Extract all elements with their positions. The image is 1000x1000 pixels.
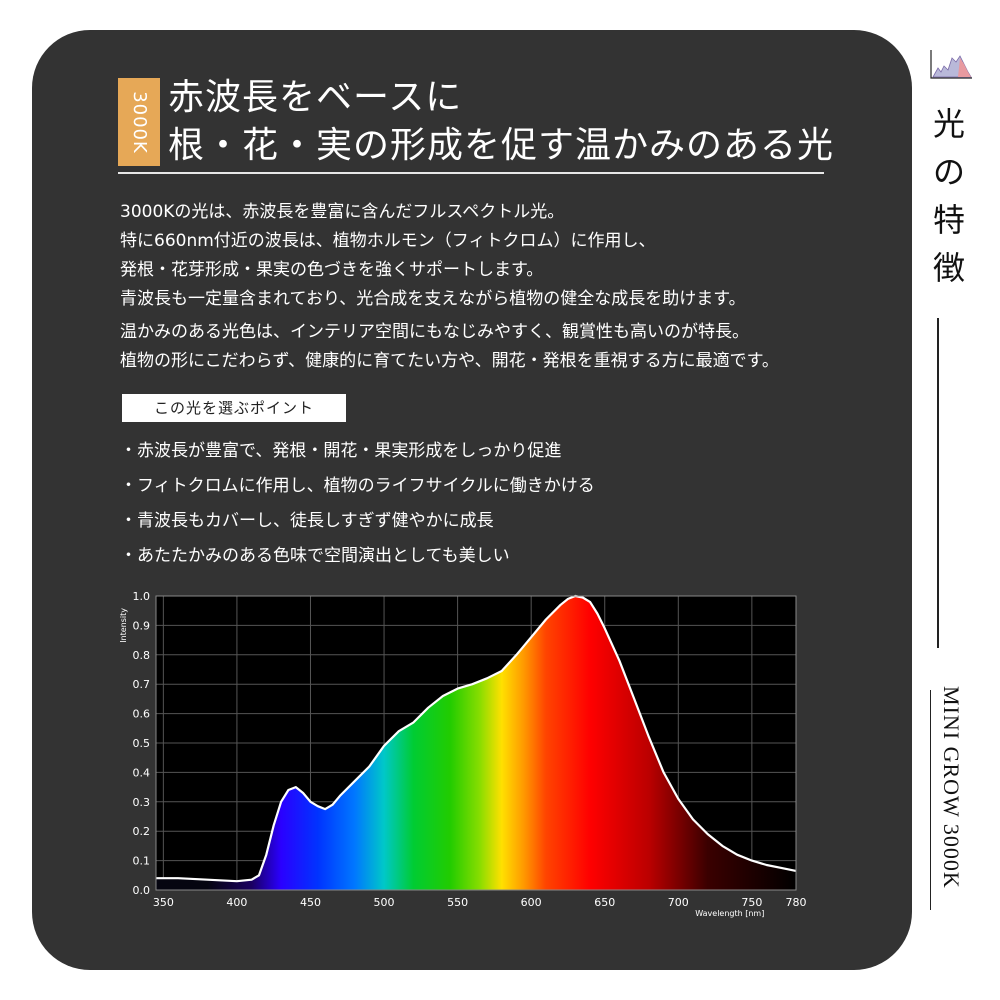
description-line: 特に660nm付近の波長は、植物ホルモン（フィトクロム）に作用し、: [120, 231, 656, 251]
description-line: 植物の形にこだわらず、健康的に育てたい方や、開花・発根を重視する方に最適です。: [120, 351, 779, 371]
points-label: この光を選ぶポイント: [122, 394, 346, 422]
x-tick-label: 600: [521, 896, 542, 909]
y-tick-label: 1.0: [133, 590, 151, 603]
y-tick-label: 0.7: [133, 678, 151, 691]
description-line: 温かみのある光色は、インテリア空間にもなじみやすく、観賞性も高いのが特長。: [120, 322, 749, 342]
side-title-char: の: [932, 153, 965, 191]
x-tick-label: 750: [741, 896, 762, 909]
y-tick-label: 0.6: [133, 708, 151, 721]
y-tick-label: 0.3: [133, 796, 151, 809]
spectrum-line: [156, 594, 797, 883]
headline-line-1: 赤波長をベースに: [168, 77, 463, 118]
point-item: ・赤波長が豊富で、発根・開花・果実形成をしっかり促進: [120, 441, 562, 461]
x-tick-label: 450: [300, 896, 321, 909]
description-paragraph-1: 3000Kの光は、赤波長を豊富に含んだフルスペクトル光。 特に660nm付近の波…: [120, 198, 746, 314]
headline-divider: [118, 172, 824, 174]
point-item: ・あたたかみのある色味で空間演出としても美しい: [120, 546, 510, 566]
x-tick-label: 400: [226, 896, 247, 909]
side-title-char: 特: [932, 201, 965, 239]
side-divider-lower: [930, 690, 931, 910]
side-title: 光 の 特 徴: [926, 100, 972, 292]
plot-frame: [155, 595, 797, 891]
y-tick-label: 0.9: [133, 619, 151, 632]
description-paragraph-2: 温かみのある光色は、インテリア空間にもなじみやすく、観賞性も高いのが特長。 植物…: [120, 318, 779, 376]
point-item: ・青波長もカバーし、徒長しすぎず健やかに成長: [120, 511, 494, 531]
x-tick-label: 700: [668, 896, 689, 909]
side-title-char: 徴: [932, 249, 965, 287]
spectrum-area: [156, 596, 796, 890]
badge-label: 3000K: [128, 90, 150, 154]
y-axis-label: Intensity: [119, 608, 128, 643]
y-tick-label: 0.2: [133, 825, 151, 838]
x-tick-label: 650: [594, 896, 615, 909]
product-name: MINI GROW 3000K: [939, 686, 964, 889]
y-tick-label: 0.1: [133, 855, 151, 868]
side-divider: [937, 318, 939, 648]
x-axis-label: Wavelength [nm]: [695, 909, 764, 918]
description-line: 青波長も一定量含まれており、光合成を支えながら植物の健全な成長を助けます。: [120, 289, 746, 309]
description-line: 3000Kの光は、赤波長を豊富に含んだフルスペクトル光。: [120, 202, 565, 222]
x-tick-label: 550: [447, 896, 468, 909]
y-tick-label: 0.8: [133, 649, 151, 662]
side-title-char: 光: [932, 105, 965, 143]
point-item: ・フィトクロムに作用し、植物のライフサイクルに働きかける: [120, 476, 595, 496]
x-tick-label: 780: [786, 896, 807, 909]
y-tick-label: 0.0: [133, 884, 151, 897]
spectrum-chart: 350 400 450 500 550 600 650 700 750 780 0.0 0.1 0.2 0…: [119, 590, 807, 918]
spectrum-chart-icon: [930, 50, 972, 79]
x-tick-label: 500: [374, 896, 395, 909]
points-list: ・赤波長が豊富で、発根・開花・果実形成をしっかり促進 ・フィトクロムに作用し、植…: [120, 434, 595, 574]
color-temp-badge: 3000K: [118, 78, 160, 166]
y-tick-label: 0.5: [133, 737, 151, 750]
y-tick-label: 0.4: [133, 766, 151, 779]
headline-line-2: 根・花・実の形成を促す温かみのある光: [168, 125, 835, 166]
description-line: 発根・花芽形成・果実の色づきを強くサポートします。: [120, 260, 544, 280]
x-tick-label: 350: [153, 896, 174, 909]
